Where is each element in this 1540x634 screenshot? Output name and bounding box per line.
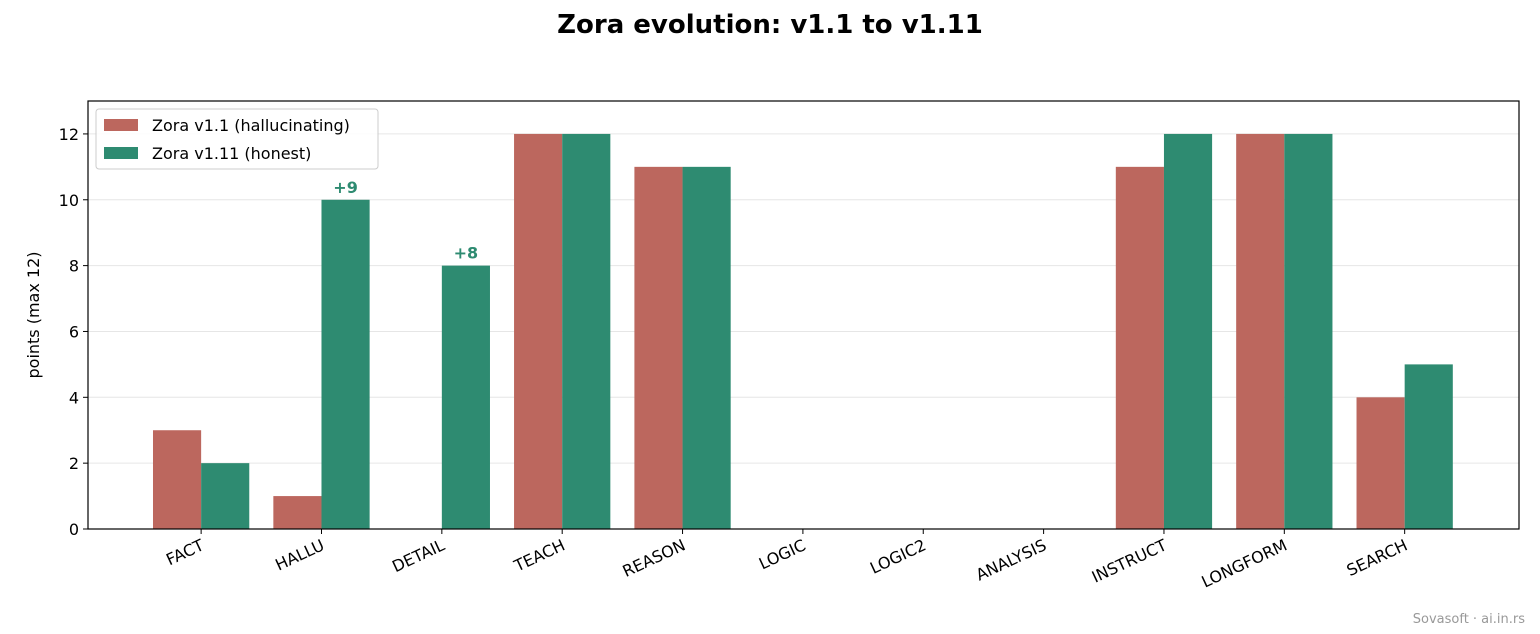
chart-title: Zora evolution: v1.1 to v1.11	[557, 10, 983, 40]
x-tick-label: HALLU	[272, 535, 327, 574]
legend-label: Zora v1.1 (hallucinating)	[152, 116, 350, 135]
y-tick-label: 2	[69, 454, 79, 473]
bar	[441, 265, 490, 529]
bar	[1284, 133, 1333, 529]
x-tick-label: TEACH	[510, 535, 568, 575]
annotation: +8	[454, 244, 479, 263]
x-tick-label: ANALYSIS	[973, 535, 1049, 584]
legend-swatch	[104, 119, 138, 131]
x-tick-label: LOGIC2	[867, 535, 929, 577]
y-tick-label: 6	[69, 322, 79, 341]
legend-label: Zora v1.11 (honest)	[152, 144, 311, 163]
x-tick-label: LOGIC	[756, 535, 809, 573]
plot-frame	[87, 100, 1520, 530]
x-tick-label: FACT	[163, 535, 207, 569]
x-tick-label: DETAIL	[389, 535, 447, 576]
bar	[152, 430, 202, 529]
bar	[1356, 397, 1405, 529]
bar	[634, 166, 683, 529]
y-tick-label: 10	[59, 191, 79, 210]
bar	[682, 166, 731, 529]
legend: Zora v1.1 (hallucinating) Zora v1.11 (hon…	[95, 108, 379, 170]
y-tick-label: 8	[69, 257, 79, 276]
bar	[1163, 133, 1213, 529]
y-tick-label: 0	[69, 520, 79, 539]
bar	[201, 463, 250, 529]
x-tick-label: LONGFORM	[1199, 535, 1290, 591]
annotation: +9	[333, 178, 358, 197]
bar	[1236, 133, 1285, 529]
footer: Sovasoft · ai.in.rs	[1413, 612, 1525, 627]
x-tick-label: INSTRUCT	[1089, 535, 1170, 586]
y-tick-label: 4	[69, 388, 79, 407]
bar	[514, 133, 563, 529]
x-tick-label: REASON	[620, 535, 689, 580]
y-axis-label: points (max 12)	[24, 251, 43, 378]
bar	[1115, 166, 1164, 529]
y-tick-label: 12	[59, 125, 79, 144]
legend-box	[95, 108, 379, 170]
bar	[273, 496, 322, 529]
x-tick-label: SEARCH	[1344, 535, 1411, 580]
bar	[562, 133, 611, 529]
bar	[321, 199, 370, 529]
bar	[1404, 364, 1453, 529]
legend-swatch	[104, 147, 138, 159]
